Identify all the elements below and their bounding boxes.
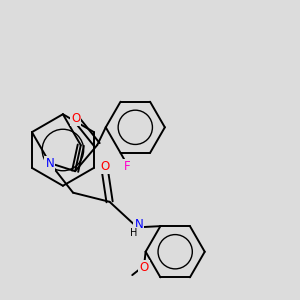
Text: N: N [134,218,143,231]
Text: H: H [130,228,138,238]
Text: O: O [100,160,109,173]
Text: O: O [71,112,80,125]
Text: N: N [45,157,54,169]
Text: O: O [140,261,149,274]
Text: F: F [123,160,130,173]
